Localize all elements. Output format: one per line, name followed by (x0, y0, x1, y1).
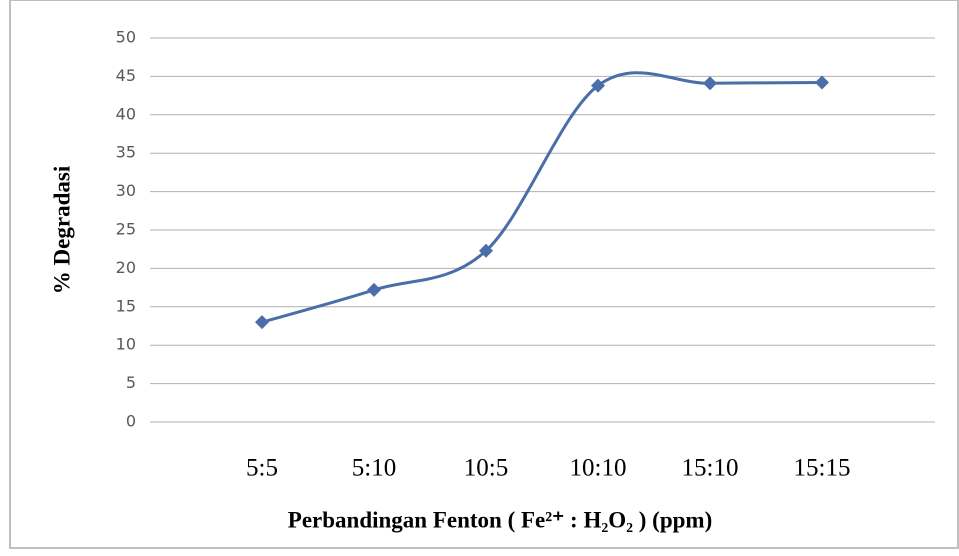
y-tick-label: 0 (126, 412, 136, 431)
y-tick-label: 15 (116, 296, 136, 315)
y-tick-label: 5 (126, 373, 136, 392)
x-tick-label: 15:10 (682, 455, 739, 482)
x-tick-label: 10:5 (464, 455, 508, 482)
x-axis-title: Perbandingan Fenton ( Fe²⁺ : H₂O₂ ) (ppm… (288, 507, 712, 532)
y-tick-label: 45 (116, 66, 136, 85)
chart: Perbandingan Fenton ( Fe²⁺ : H₂O₂ ) (ppm… (0, 0, 959, 556)
y-tick-label: 25 (116, 220, 136, 239)
y-axis-title: % Degradasi (49, 165, 74, 294)
x-tick-label: 10:10 (570, 455, 627, 482)
x-tick-label: 5:10 (352, 455, 396, 482)
y-tick-label: 40 (116, 104, 136, 123)
y-tick-label: 20 (116, 258, 136, 277)
x-tick-label: 15:15 (794, 455, 851, 482)
y-tick-label: 35 (116, 143, 136, 162)
y-tick-label: 50 (116, 28, 136, 47)
x-tick-label: 5:5 (246, 455, 278, 482)
y-tick-label: 10 (116, 335, 136, 354)
y-tick-label: 30 (116, 181, 136, 200)
